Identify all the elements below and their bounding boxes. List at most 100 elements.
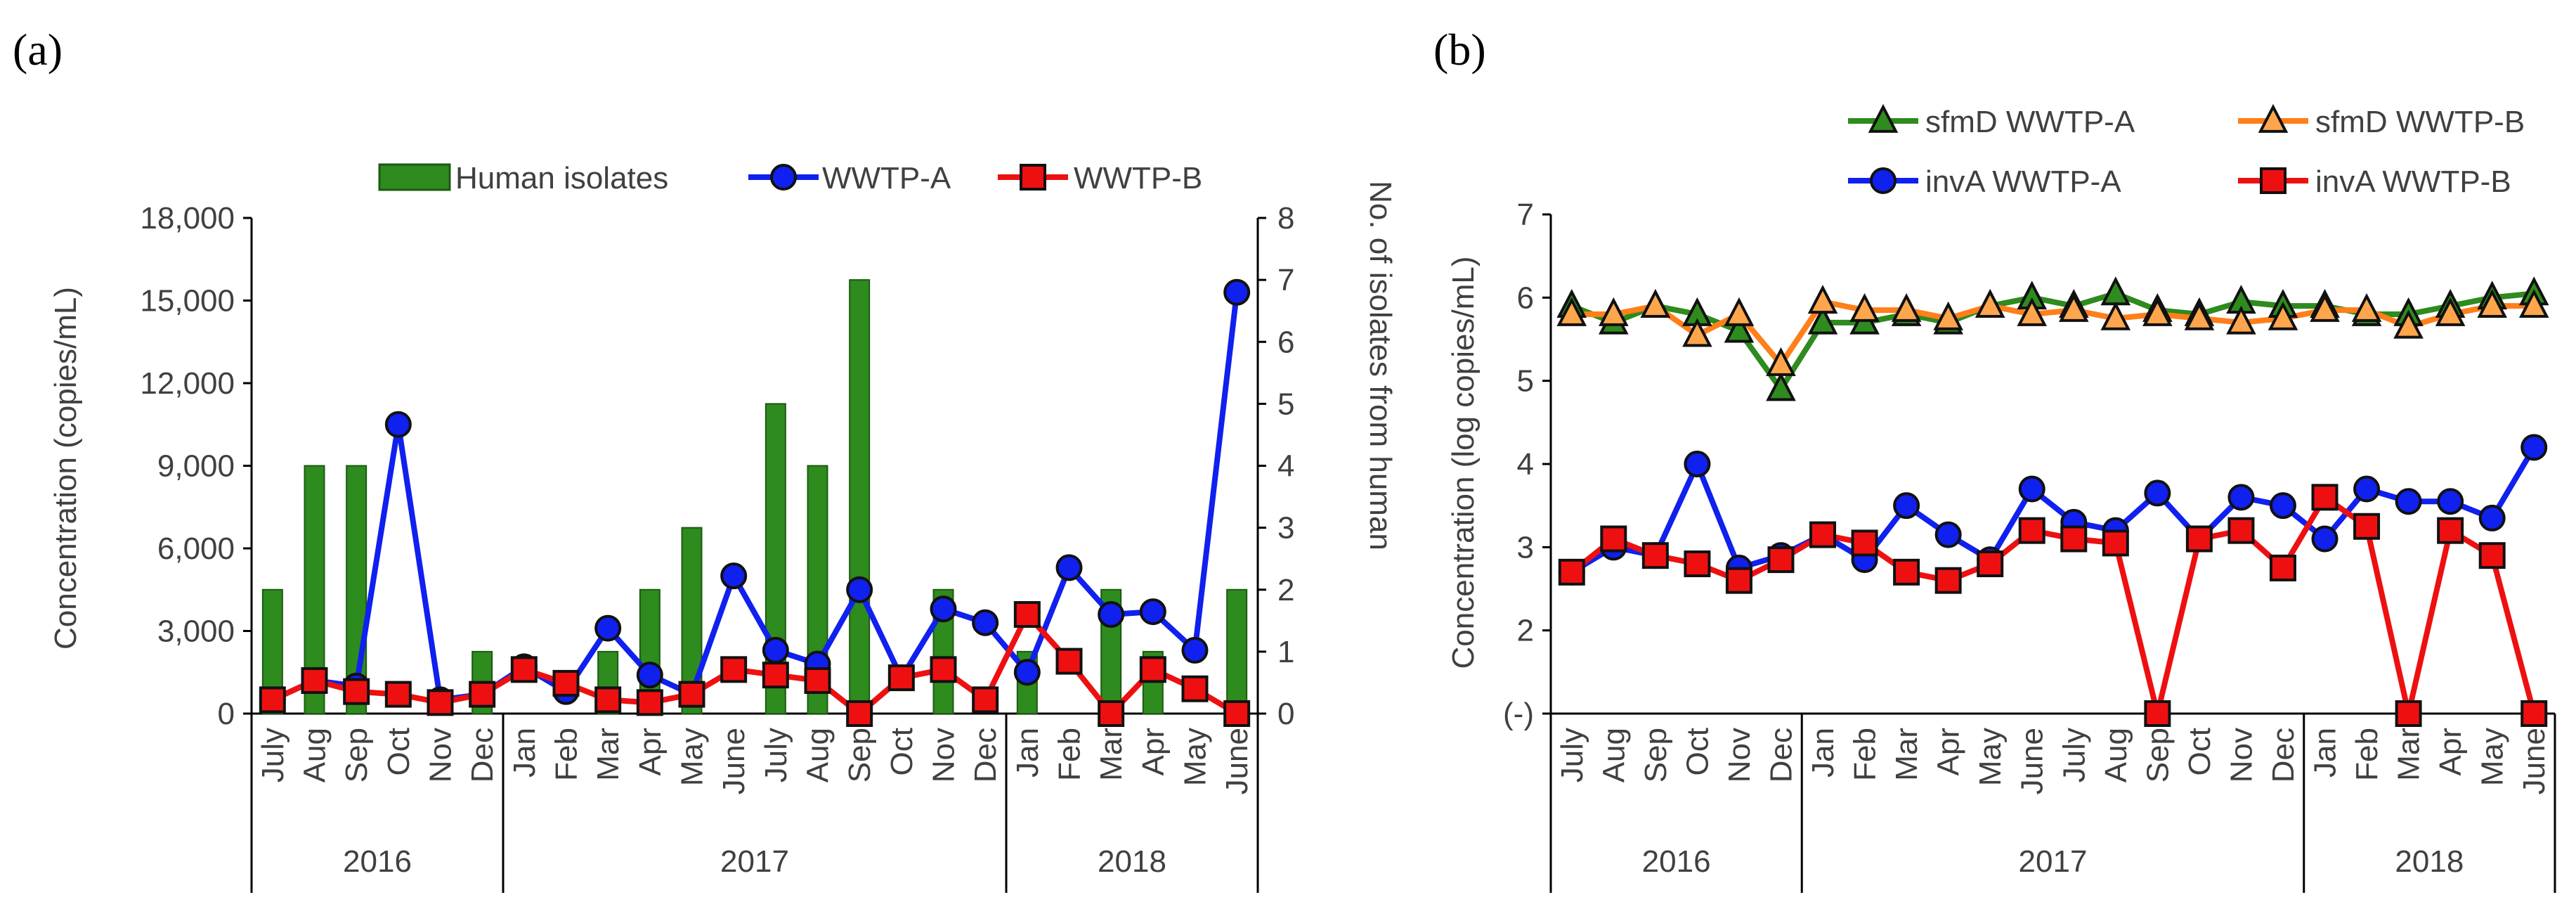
a-year-label: 2016 — [343, 844, 412, 879]
a-y2-tick-label: 1 — [1277, 635, 1294, 669]
a-month-label: Dec — [465, 728, 500, 782]
b-point-inva-wwtp-b — [1725, 567, 1752, 594]
b-y-tick-label: 3 — [1517, 530, 1534, 565]
a-y2-tick-label: 5 — [1277, 387, 1294, 421]
a-month-label: Sep — [339, 728, 374, 782]
a-month-label: Feb — [1053, 728, 1087, 781]
b-point-inva-wwtp-b — [1809, 521, 1837, 548]
b-month-label: Dec — [1764, 728, 1798, 782]
b-y-tick-label: 4 — [1517, 447, 1534, 482]
b-year-label: 2018 — [2395, 844, 2464, 879]
a-point-wwtp-a — [720, 562, 748, 590]
a-legend-swatch-human-isolates — [378, 163, 451, 191]
b-point-inva-wwtp-a — [2437, 488, 2464, 515]
b-point-inva-wwtp-b — [2269, 554, 2296, 581]
panel-b-x-axis: July Aug Sep Oct Nov Dec Jan Feb Mar Apr May June Ju… — [1549, 714, 2556, 893]
b-year-label: 2017 — [2019, 844, 2088, 879]
b-point-inva-wwtp-b — [1934, 567, 1962, 594]
b-point-sfmd-wwtp-b — [1975, 289, 2005, 318]
a-y-tick-label: 6,000 — [157, 531, 235, 566]
b-point-inva-wwtp-b — [2018, 517, 2045, 544]
a-point-wwtp-b — [804, 667, 831, 694]
a-legend-label-wwtp-a: WWTP-A — [822, 161, 951, 195]
b-point-sfmd-wwtp-b — [2393, 309, 2424, 339]
a-bar-human-isolates — [849, 279, 871, 714]
b-month-label: Mar — [2392, 728, 2426, 781]
a-point-wwtp-b — [720, 656, 748, 683]
a-point-wwtp-a — [636, 662, 663, 689]
a-point-wwtp-b — [384, 681, 412, 708]
a-point-wwtp-b — [678, 681, 705, 708]
b-month-label: May — [2476, 728, 2510, 786]
b-point-sfmd-wwtp-b — [2184, 301, 2215, 330]
a-point-wwtp-b — [1055, 647, 1083, 675]
b-point-sfmd-wwtp-b — [2058, 292, 2089, 322]
b-point-inva-wwtp-b — [1767, 546, 1795, 574]
b-point-sfmd-wwtp-b — [2268, 301, 2298, 330]
b-point-inva-wwtp-a — [2395, 488, 2422, 515]
b-month-label: Aug — [1596, 728, 1631, 782]
b-point-sfmd-wwtp-b — [1599, 297, 1629, 326]
a-point-wwtp-b — [1223, 700, 1251, 727]
b-point-inva-wwtp-a — [1893, 492, 1920, 520]
b-legend-label-sfmd-wwtp-a: sfmD WWTP-A — [1925, 105, 2135, 139]
b-point-sfmd-wwtp-b — [2142, 297, 2173, 326]
b-point-sfmd-wwtp-b — [2310, 292, 2340, 322]
a-point-wwtp-a — [1181, 636, 1209, 664]
a-month-label: Jan — [507, 728, 542, 778]
panel-a-axes: 0 3,000 6,000 9,000 12,000 15,000 18,000 0 1 2 3 4 5… — [140, 201, 1294, 731]
b-point-sfmd-wwtp-b — [2518, 289, 2549, 318]
b-point-sfmd-wwtp-b — [2477, 289, 2507, 318]
b-month-label: July — [2057, 728, 2091, 782]
b-year-label: 2016 — [1642, 844, 1711, 879]
a-point-wwtp-b — [1013, 601, 1041, 628]
b-series-line-inva-wwtp-b — [1570, 494, 2537, 716]
a-point-wwtp-b — [887, 664, 915, 692]
a-point-wwtp-b — [343, 678, 370, 705]
a-y-tick-label: 3,000 — [157, 614, 235, 649]
a-point-wwtp-b — [259, 686, 286, 714]
panel-b-legend: sfmD WWTP-A sfmD WWTP-B invA WWTP-A invA WW… — [1848, 103, 2525, 199]
b-point-inva-wwtp-b — [2060, 525, 2088, 553]
a-point-wwtp-a — [762, 636, 789, 664]
b-point-sfmd-wwtp-b — [2017, 297, 2048, 326]
b-legend-label-inva-wwtp-b: invA WWTP-B — [2315, 165, 2511, 199]
a-point-wwtp-b — [930, 656, 957, 683]
b-series-line-sfmd-wwtp-a — [1570, 290, 2535, 392]
a-month-label: Nov — [927, 728, 961, 782]
a-y-tick-label: 18,000 — [140, 201, 235, 236]
b-legend-marker-inva-wwtp-a — [1870, 167, 1897, 194]
a-y-tick-label: 9,000 — [157, 449, 235, 484]
a-month-label: July — [759, 728, 793, 782]
a-y2-tick-label: 7 — [1277, 263, 1294, 297]
a-point-wwtp-a — [846, 576, 873, 603]
b-point-inva-wwtp-b — [2478, 542, 2506, 569]
b-legend-marker-inva-wwtp-b — [2260, 167, 2286, 194]
b-point-sfmd-wwtp-b — [1682, 318, 1712, 347]
b-point-inva-wwtp-b — [1977, 550, 2004, 577]
a-month-label: Aug — [801, 728, 835, 782]
a-point-wwtp-b — [762, 662, 789, 689]
a-point-wwtp-b — [301, 667, 328, 694]
b-month-label: Nov — [1722, 728, 1757, 782]
b-point-inva-wwtp-b — [2311, 484, 2338, 511]
b-point-inva-wwtp-b — [2144, 700, 2171, 727]
b-month-label: Sep — [1639, 728, 1673, 782]
panel-a-series — [259, 278, 1251, 727]
b-point-sfmd-wwtp-b — [1766, 347, 1796, 376]
a-y-tick-label: 15,000 — [140, 284, 235, 318]
b-y-tick-label: 7 — [1517, 198, 1534, 232]
b-point-sfmd-wwtp-a — [1766, 372, 1796, 401]
a-point-wwtp-a — [1055, 554, 1083, 581]
a-month-label: Sep — [843, 728, 877, 782]
panel-a-legend: Human isolates WWTP-A WWTP-B — [378, 161, 1202, 195]
b-point-sfmd-wwtp-a — [1807, 305, 1838, 335]
b-point-inva-wwtp-b — [2102, 529, 2129, 557]
b-point-inva-wwtp-a — [2311, 525, 2338, 553]
b-point-inva-wwtp-b — [1558, 558, 1585, 586]
a-point-wwtp-b — [510, 656, 538, 683]
a-point-wwtp-b — [469, 681, 496, 708]
a-month-label: Dec — [968, 728, 1003, 782]
a-month-label: Oct — [885, 728, 919, 775]
